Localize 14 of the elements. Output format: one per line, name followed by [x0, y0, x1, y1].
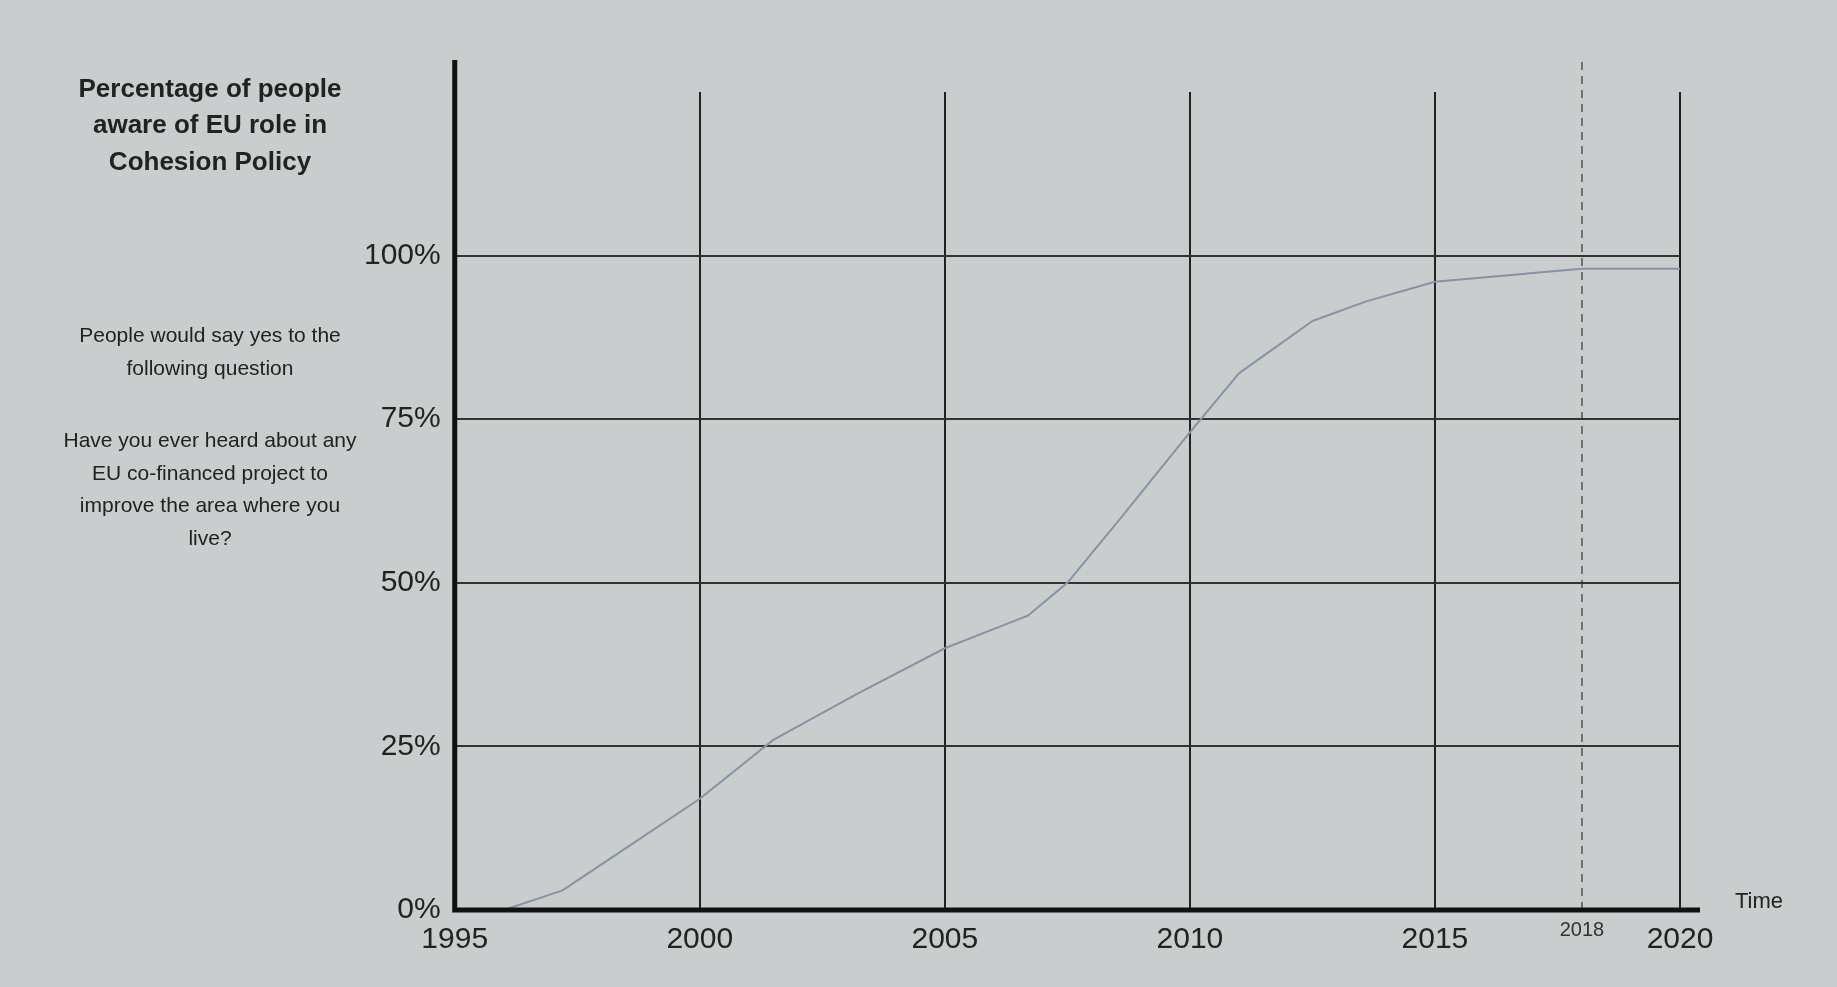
- x-tick-label: 2000: [666, 921, 734, 955]
- y-tick-label: 25%: [380, 727, 441, 761]
- x-tick-label: 2005: [911, 921, 979, 955]
- y-axis-title: Percentage of people aware of EU role in Cohesion Policy: [77, 72, 343, 178]
- y-tick-label: 100%: [363, 236, 441, 270]
- x-tick-label: 2020: [1646, 921, 1714, 955]
- y-tick-label: 75%: [380, 400, 441, 434]
- text: Have you ever heard about any EU co-financed project to improve the area where you live?: [62, 427, 358, 551]
- x-tick-label: 2015: [1401, 921, 1469, 955]
- ref-line-label: 2018: [1559, 917, 1605, 940]
- text: People would say yes to the following question: [78, 322, 342, 381]
- x-tick-label: 2010: [1156, 921, 1224, 955]
- x-axis-title: Time: [1735, 888, 1784, 914]
- y-tick-label: 50%: [380, 564, 441, 598]
